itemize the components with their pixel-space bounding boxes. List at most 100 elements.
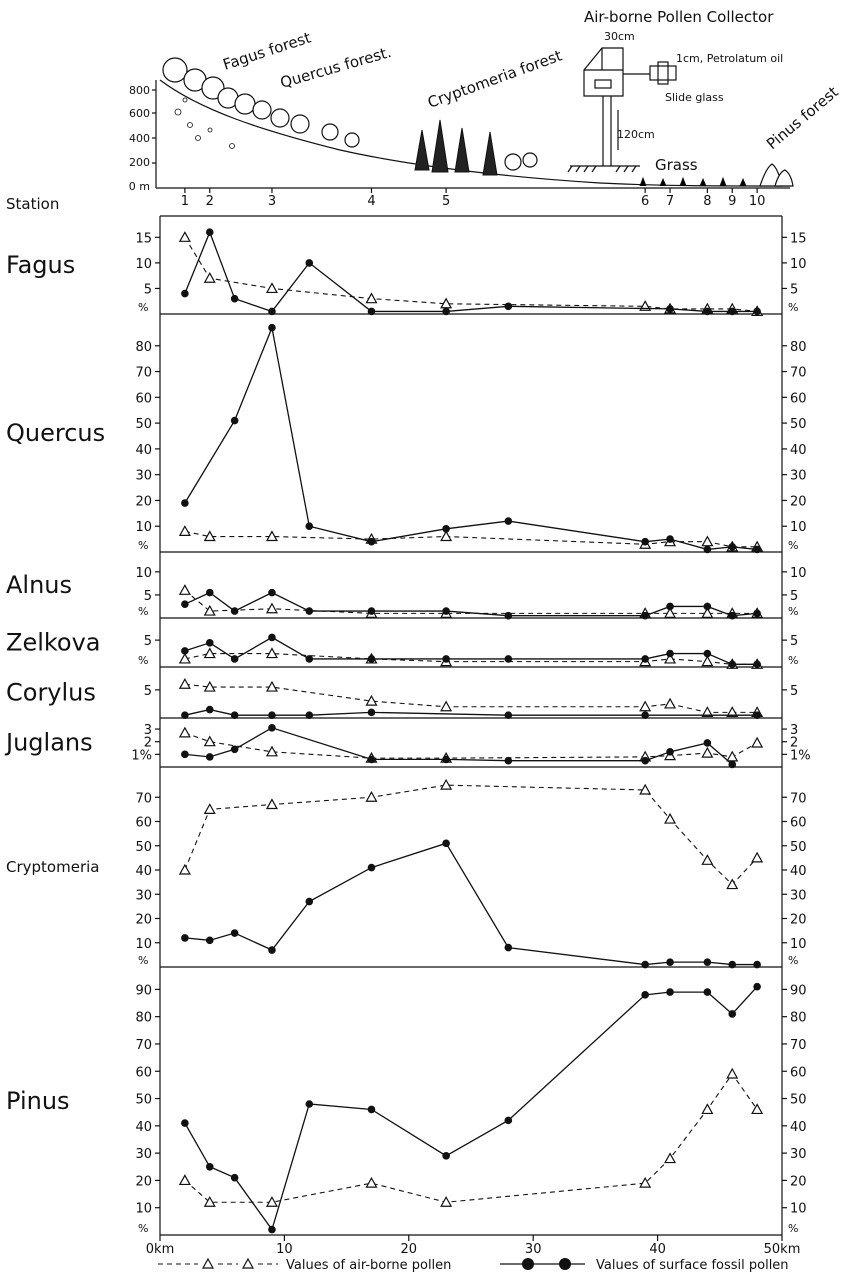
y-tick-label-left: 2 <box>144 736 152 751</box>
y-tick-label-right: 3 <box>790 723 798 738</box>
station-labels: 1 2 3 4 5 6 7 8 9 10 <box>181 188 765 209</box>
fossil-point <box>703 545 712 554</box>
fossil-point <box>728 307 737 316</box>
legend: Values of air-borne pollen Values of sur… <box>158 1257 789 1273</box>
station-number: 9 <box>728 194 736 209</box>
legend-air-marker <box>201 1257 215 1269</box>
fossil-point <box>181 750 189 759</box>
unit-label-left: % <box>138 654 148 667</box>
fossil-point <box>181 647 189 655</box>
fossil-point <box>367 655 376 663</box>
x-tick-label: 10 <box>276 1242 293 1257</box>
fossil-series-line <box>184 986 758 1231</box>
air-borne-point <box>203 803 216 814</box>
air-borne-point <box>178 231 191 242</box>
fossil-point <box>504 611 513 620</box>
fossil-point <box>230 1173 239 1182</box>
fossil-point <box>504 302 513 311</box>
fossil-point <box>268 946 276 954</box>
fossil-point <box>268 588 276 597</box>
fossil-point <box>442 839 450 848</box>
air-borne-point <box>203 1196 216 1207</box>
x-tick-label: 30 <box>525 1242 542 1257</box>
fossil-point <box>504 943 513 952</box>
unit-label-right: % <box>788 605 798 618</box>
y-tick-label-right: 20 <box>790 913 807 928</box>
fossil-point <box>703 958 712 966</box>
fossil-point <box>666 649 674 658</box>
y-tick-label-right: 10 <box>790 1202 807 1217</box>
air-borne-point <box>178 525 191 536</box>
fossil-point <box>504 756 513 765</box>
fossil-point <box>268 633 276 642</box>
y-tick-label-right: 30 <box>790 469 807 484</box>
legend-air-marker <box>241 1257 255 1269</box>
fossil-point <box>367 863 376 872</box>
air-borne-point <box>639 700 652 712</box>
panel-pinus: Pinus 10 10 20 20 30 30 40 40 50 50 60 60 70 70 80 80 90 9… <box>6 967 807 1236</box>
fossil-point <box>305 897 314 906</box>
y-tick-label-right: 1% <box>790 748 811 763</box>
unit-label-right: % <box>788 539 798 552</box>
y-tick-label-right: 70 <box>790 1038 807 1053</box>
fossil-point <box>504 711 513 719</box>
vegetation-transect-illustration: 800 600 400 200 0 m <box>6 8 842 213</box>
taxon-label: Cryptomeria <box>6 858 99 876</box>
y-tick-label-left: 40 <box>135 1120 152 1135</box>
fossil-point <box>753 711 761 719</box>
fossil-point <box>666 958 674 966</box>
panel-alnus: Alnus 5 5 10 10%% <box>6 552 807 620</box>
air-borne-point <box>365 791 378 802</box>
air-borne-point <box>178 652 191 664</box>
fossil-point <box>230 745 239 754</box>
air-borne-point <box>701 535 714 547</box>
y-tick-label-right: 30 <box>790 1147 807 1162</box>
fossil-point <box>367 708 376 717</box>
air-borne-point <box>265 680 278 692</box>
fossil-point <box>268 723 276 732</box>
air-borne-point <box>726 878 739 890</box>
fossil-point <box>666 305 674 313</box>
air-borne-series-line <box>184 732 758 759</box>
fossil-point <box>230 655 239 663</box>
air-borne-point <box>751 1103 764 1115</box>
air-borne-point <box>664 607 677 618</box>
air-borne-point <box>178 584 191 595</box>
elevation-tick-label: 0 m <box>129 180 150 193</box>
elevation-tick-label: 800 <box>129 84 150 97</box>
y-tick-label-left: 40 <box>135 864 152 879</box>
fossil-point <box>666 535 674 543</box>
taxon-label: Alnus <box>6 571 72 599</box>
y-tick-label-left: 80 <box>135 340 152 355</box>
fossil-point <box>442 1152 450 1160</box>
air-borne-point <box>265 282 278 294</box>
air-borne-point <box>178 726 191 738</box>
fossil-point <box>442 307 450 316</box>
fossil-point <box>641 611 649 620</box>
air-borne-point <box>365 1176 378 1188</box>
y-tick-label-left: 20 <box>135 913 152 928</box>
elevation-tick-label: 400 <box>129 132 150 145</box>
y-tick-label-left: 30 <box>135 469 152 484</box>
y-tick-label-right: 60 <box>790 1065 807 1080</box>
x-tick-label: 0km <box>146 1242 174 1257</box>
y-tick-label-left: 70 <box>135 366 152 381</box>
y-tick-label-right: 50 <box>790 417 807 432</box>
fossil-point <box>641 756 649 765</box>
fossil-point <box>753 609 761 618</box>
air-borne-point <box>203 604 216 616</box>
fossil-point <box>181 600 189 608</box>
fossil-series-line <box>184 727 733 765</box>
y-tick-label-right: 70 <box>790 791 807 806</box>
fossil-point <box>230 416 239 425</box>
fossil-point <box>728 760 737 769</box>
y-tick-label-left: 10 <box>135 520 152 535</box>
fossil-point <box>442 607 450 615</box>
fossil-point <box>205 588 214 597</box>
y-tick-label-left: 20 <box>135 1174 152 1189</box>
fossil-point <box>703 307 712 316</box>
fossil-point <box>753 960 761 969</box>
unit-label-right: % <box>788 301 798 314</box>
air-borne-point <box>664 697 677 709</box>
